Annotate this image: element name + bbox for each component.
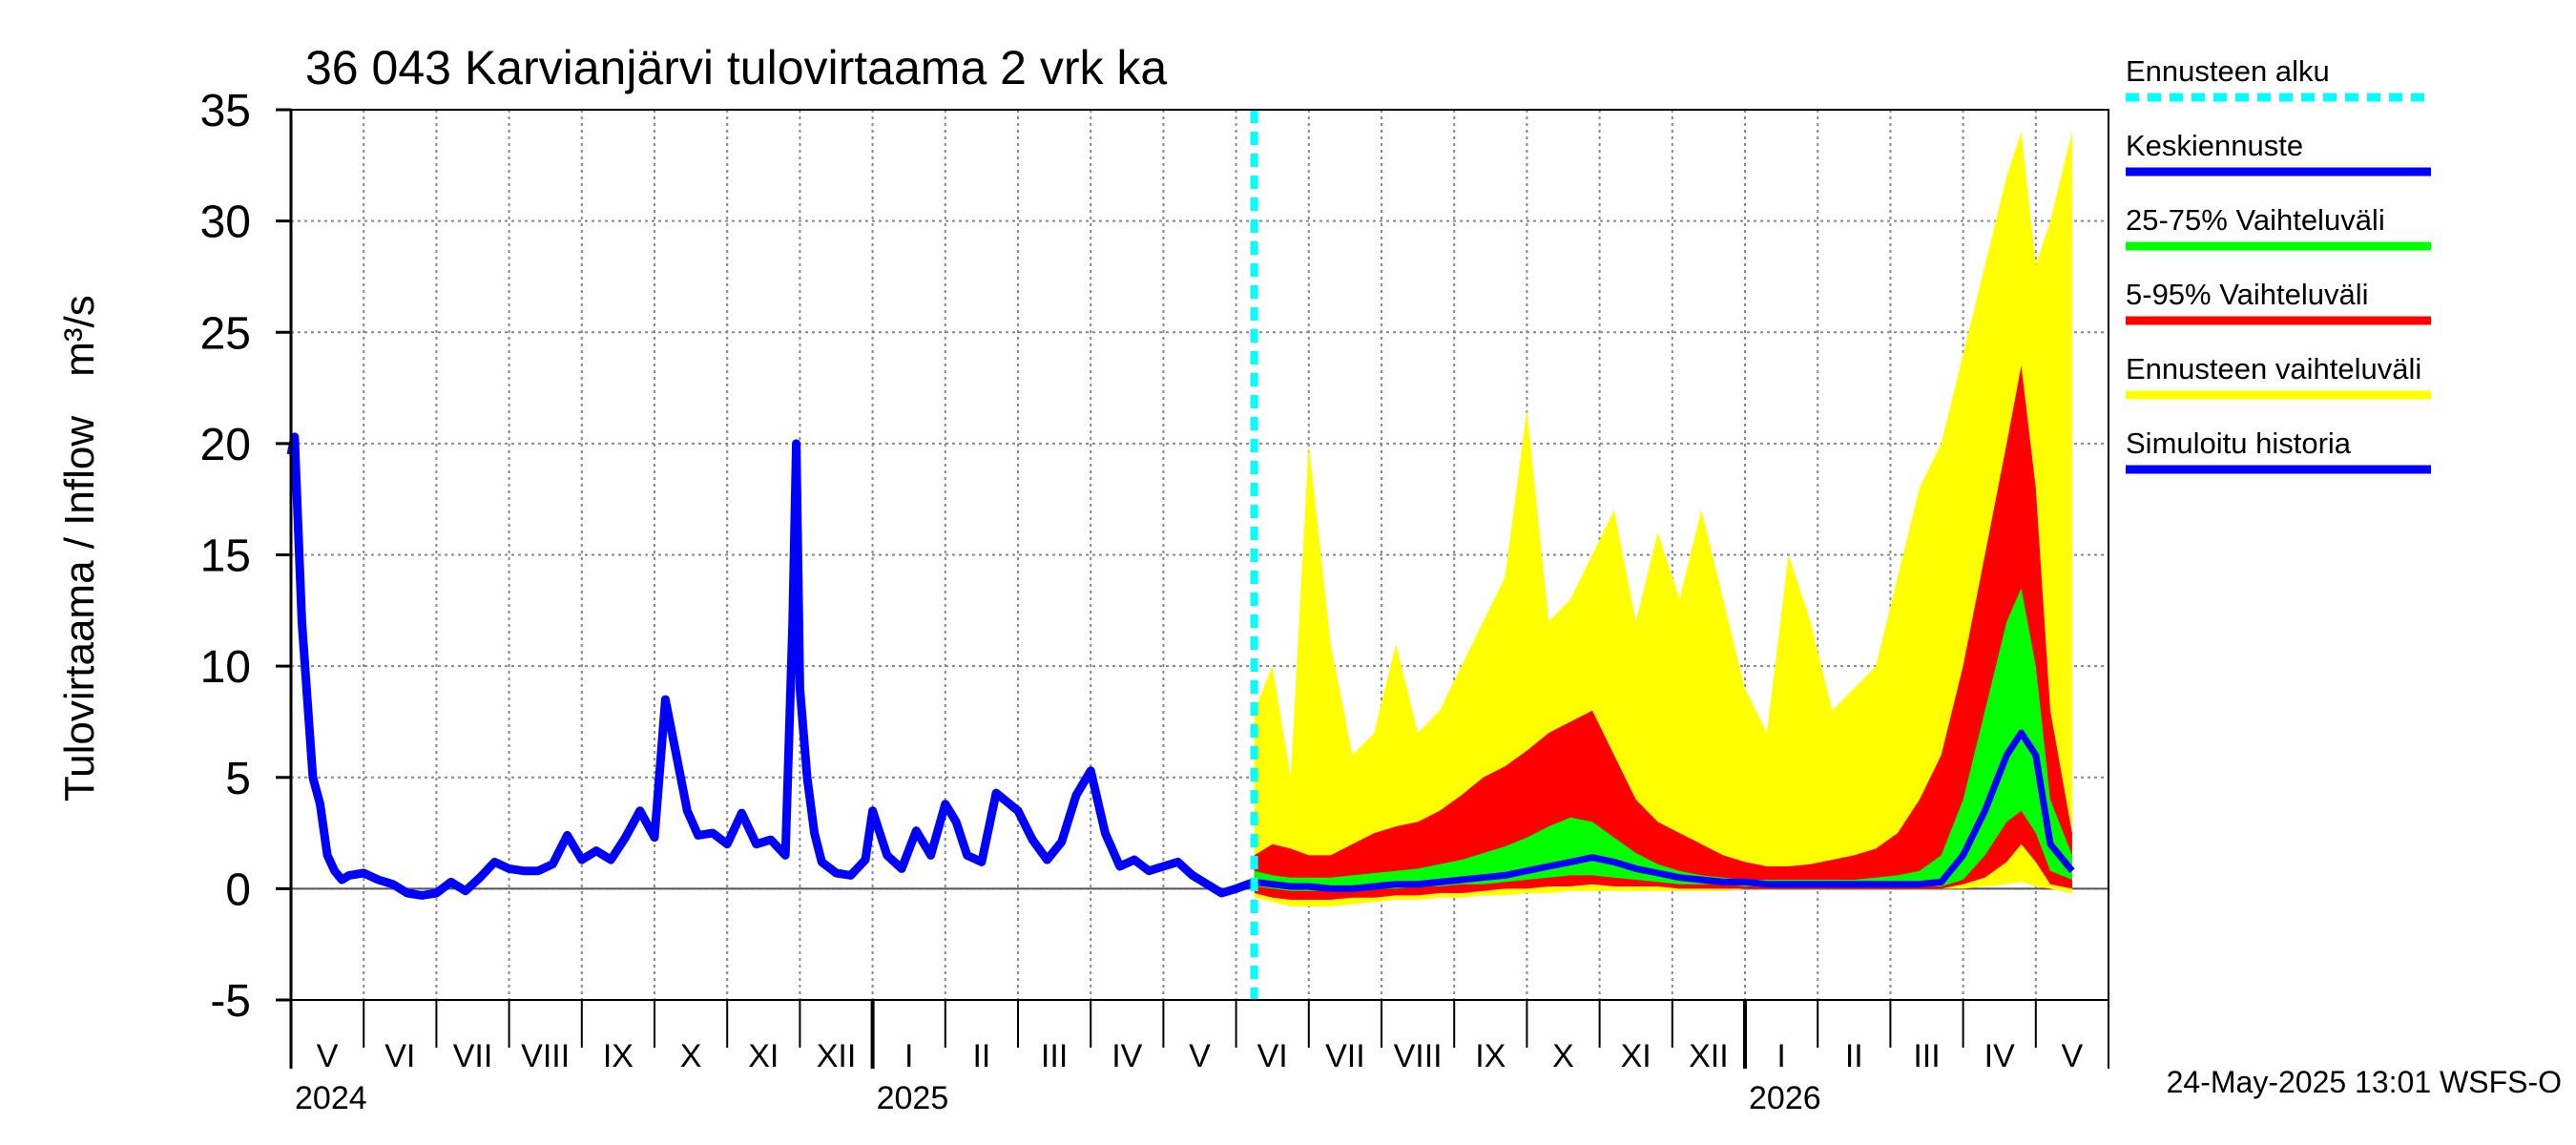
month-label: IV xyxy=(1984,1038,2015,1074)
month-label: XI xyxy=(748,1038,779,1074)
y-tick-label: 25 xyxy=(200,308,251,359)
month-label: VI xyxy=(1257,1038,1288,1074)
month-label: V xyxy=(1189,1038,1211,1074)
y-tick-label: 15 xyxy=(200,531,251,582)
month-label: II xyxy=(972,1038,990,1074)
month-label: III xyxy=(1913,1038,1940,1074)
month-label: X xyxy=(1552,1038,1574,1074)
month-label: XII xyxy=(817,1038,857,1074)
median-forecast-line xyxy=(1254,729,2075,892)
month-label: VII xyxy=(453,1038,493,1074)
chart-title: 36 043 Karvianjärvi tulovirtaama 2 vrk k… xyxy=(305,41,1167,94)
legend-label: 25-75% Vaihteluväli xyxy=(2126,203,2385,237)
y-tick-label: -5 xyxy=(210,976,251,1027)
month-label: IX xyxy=(603,1038,634,1074)
y-tick-label: 10 xyxy=(200,642,251,693)
month-label: VI xyxy=(384,1038,415,1074)
y-tick-label: 30 xyxy=(200,198,251,248)
month-label: I xyxy=(1776,1038,1785,1074)
month-label: XII xyxy=(1689,1038,1729,1074)
timestamp-footer: 24-May-2025 13:01 WSFS-O xyxy=(2167,1065,2562,1099)
month-label: X xyxy=(680,1038,702,1074)
y-tick-label: 0 xyxy=(225,864,251,915)
month-label: V xyxy=(317,1038,339,1074)
month-label: VIII xyxy=(521,1038,570,1074)
year-label: 2024 xyxy=(295,1080,367,1116)
year-label: 2025 xyxy=(877,1080,949,1116)
legend-label: Keskiennuste xyxy=(2126,129,2303,162)
legend-label: Simuloitu historia xyxy=(2126,427,2352,460)
month-label: VII xyxy=(1325,1038,1365,1074)
month-label: III xyxy=(1041,1038,1068,1074)
y-axis-unit: m³/s xyxy=(56,295,103,377)
month-label: IX xyxy=(1475,1038,1506,1074)
legend-label: 5-95% Vaihteluväli xyxy=(2126,278,2368,311)
month-label: XI xyxy=(1621,1038,1652,1074)
history-line xyxy=(286,432,1257,900)
month-label: V xyxy=(2062,1038,2084,1074)
forecast-full-range-band xyxy=(1254,132,2072,907)
month-label: I xyxy=(904,1038,913,1074)
month-label: IV xyxy=(1111,1038,1142,1074)
y-tick-label: 35 xyxy=(200,86,251,136)
legend-label: Ennusteen vaihteluväli xyxy=(2126,352,2421,385)
year-label: 2026 xyxy=(1749,1080,1821,1116)
month-label: VIII xyxy=(1394,1038,1443,1074)
y-tick-label: 20 xyxy=(200,420,251,470)
y-axis-label: Tulovirtaama / Inflow xyxy=(56,416,103,802)
month-label: II xyxy=(1845,1038,1863,1074)
legend: Ennusteen alku Keskiennuste 25-75% Vaihtel… xyxy=(2126,54,2431,474)
legend-label: Ennusteen alku xyxy=(2126,54,2330,88)
y-tick-label: 5 xyxy=(225,754,251,804)
